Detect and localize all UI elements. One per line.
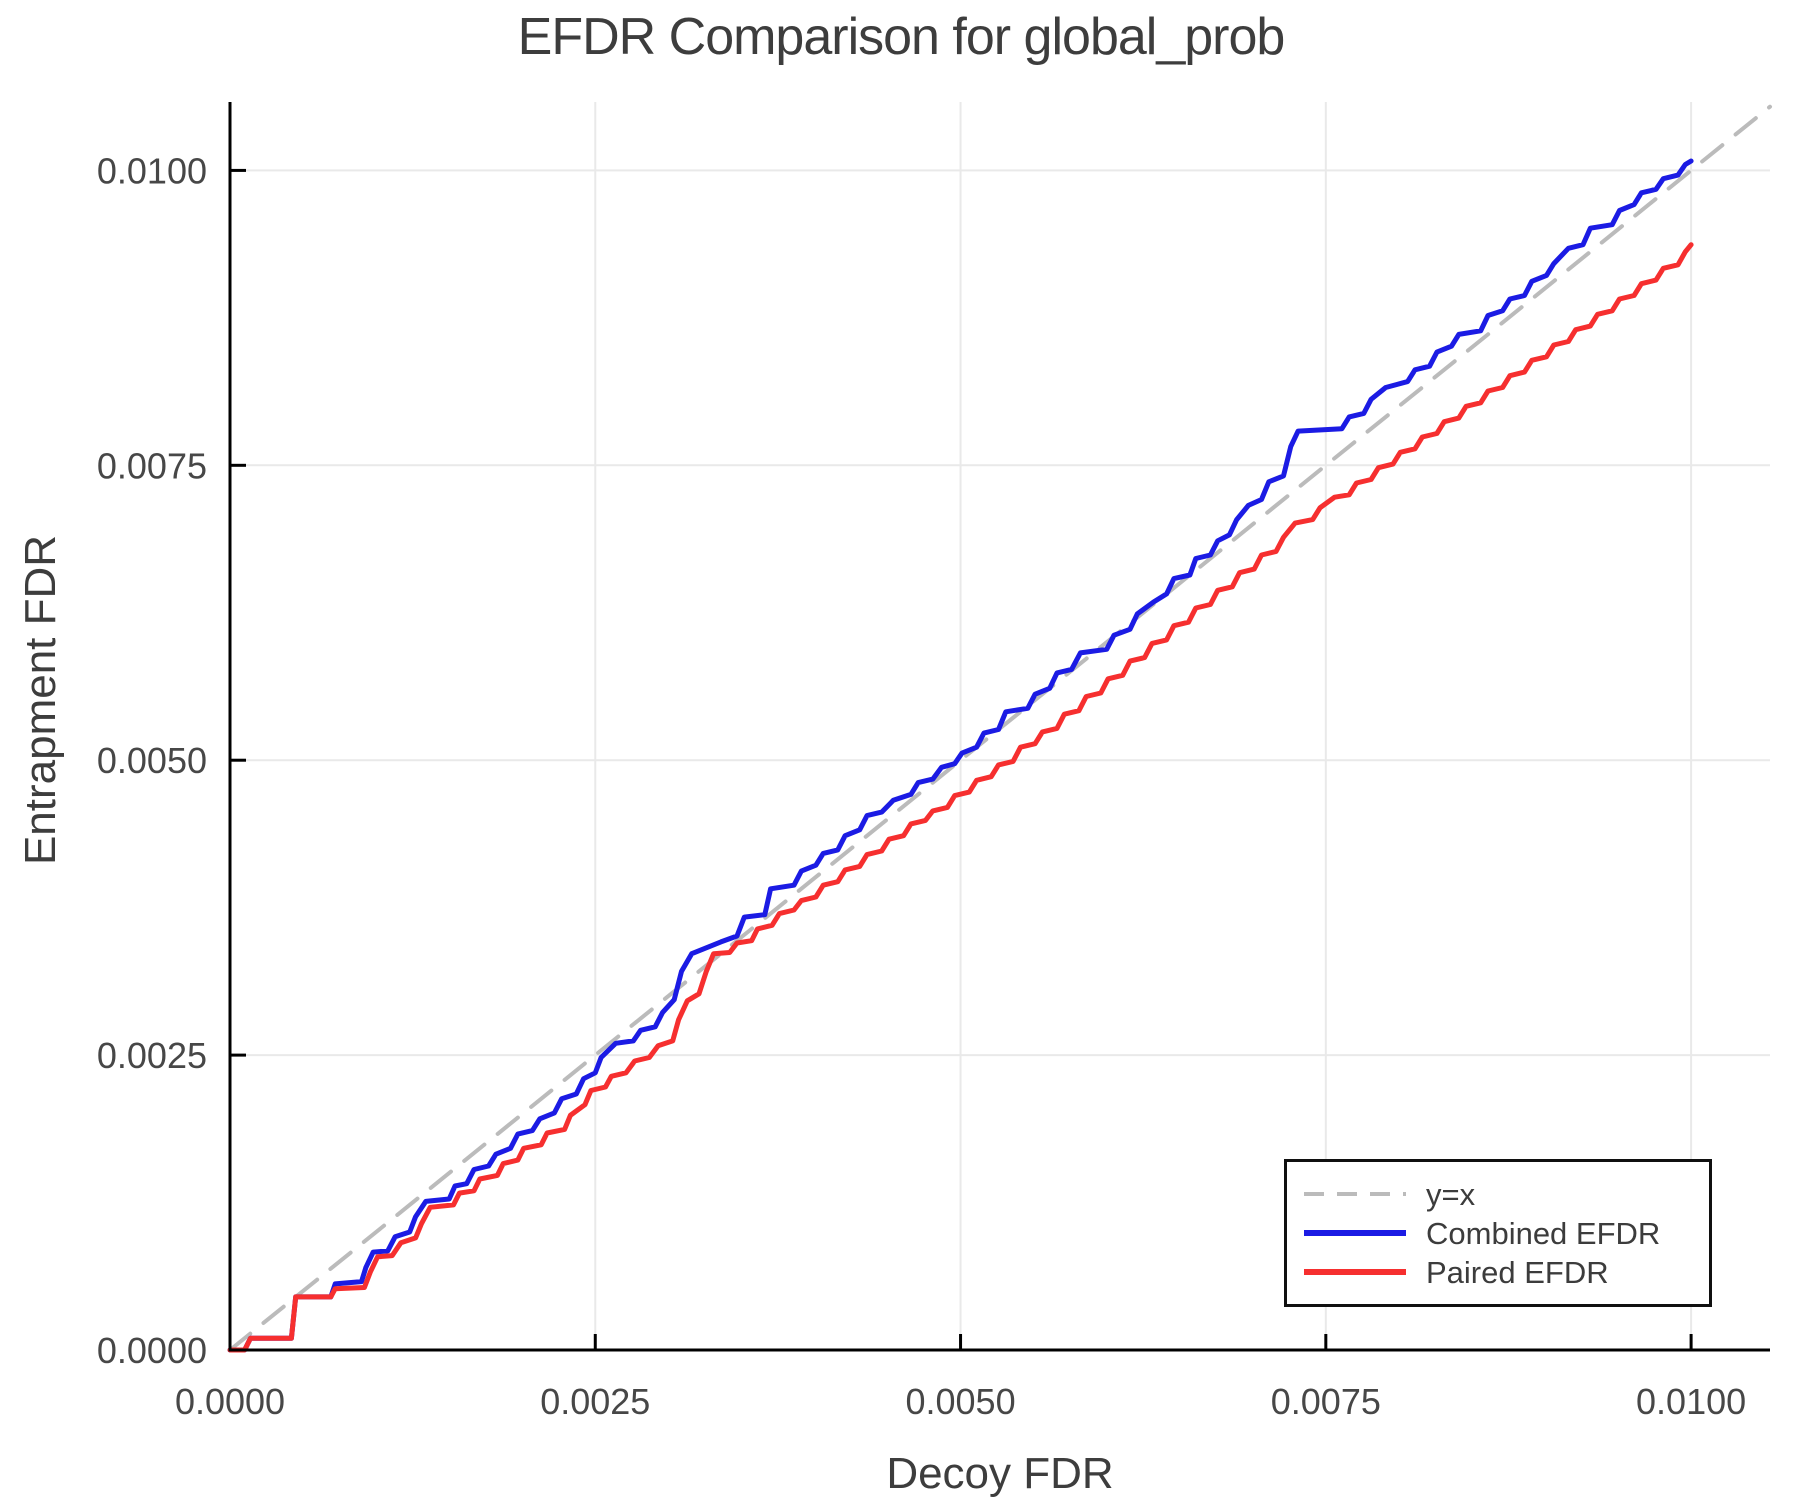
dashed-line-icon [1304,1192,1406,1196]
axes [228,102,1770,1352]
legend-label-combined: Combined EFDR [1426,1215,1661,1251]
legend-label-paired: Paired EFDR [1426,1254,1609,1290]
x-tick-label: 0.0100 [1636,1381,1746,1422]
x-tick-label: 0.0025 [540,1381,650,1422]
y-tick-label: 0.0000 [97,1330,207,1371]
y-tick-label: 0.0050 [97,740,207,781]
chart-title: EFDR Comparison for global_prob [518,8,1285,66]
legend-label-identity: y=x [1426,1176,1476,1212]
x-tick-label: 0.0050 [905,1381,1015,1422]
blue-line-icon [1304,1230,1406,1236]
y-tick-label: 0.0025 [97,1035,207,1076]
x-tick-label: 0.0000 [175,1381,285,1422]
y-tick-label: 0.0075 [97,445,207,486]
x-axis-label: Decoy FDR [886,1449,1113,1498]
legend-item-paired: Paired EFDR [1302,1253,1709,1291]
series-combined-efdr [227,158,1694,1353]
tick-labels: 0.0000 0.0025 0.0050 0.0075 0.0100 0.0000 0.00… [97,150,1746,1422]
series-paired-efdr [227,242,1694,1353]
legend: y=x Combined EFDR Paired EFDR [1284,1159,1712,1307]
data-series [227,104,1772,1353]
y-axis-label: Entrapment FDR [16,535,65,865]
x-tick-label: 0.0075 [1271,1381,1381,1422]
red-line-icon [1304,1269,1406,1275]
y-tick-label: 0.0100 [97,150,207,191]
legend-item-combined: Combined EFDR [1302,1214,1709,1252]
legend-item-identity: y=x [1302,1175,1709,1213]
